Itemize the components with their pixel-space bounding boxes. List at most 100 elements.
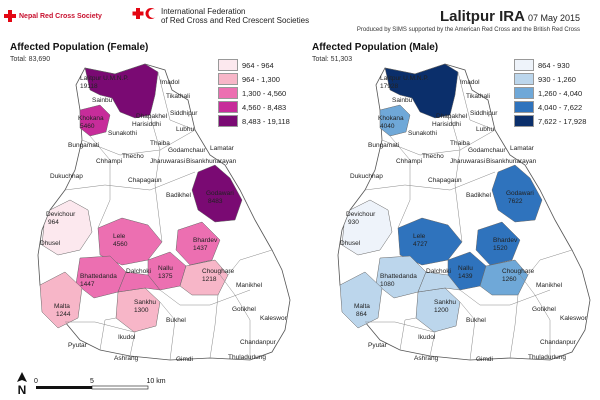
- female-place-label-harisiddhi: Harisiddhi: [132, 121, 161, 128]
- female-vdc-godawari: [191, 164, 243, 223]
- male-place-label-manikhel: Manikhel: [536, 282, 563, 289]
- legend-swatch: [218, 59, 238, 71]
- male-place-label-bhardev: Bhardev: [493, 237, 518, 244]
- female-value-label-khokana: 5460: [80, 123, 95, 130]
- legend-item: 864 - 930: [514, 58, 594, 72]
- legend-item: 930 - 1,260: [514, 72, 594, 86]
- org1-name: Nepal Red Cross Society: [19, 12, 102, 20]
- legend-label: 1,300 - 4,560: [242, 88, 287, 98]
- female-vdc-dalchoki: [117, 271, 161, 293]
- male-place-label-dhapakhel: Dhapakhel: [436, 113, 468, 120]
- org2-line1: International Federation: [161, 7, 246, 16]
- female-place-label-bisankhunarayan: Bisankhunarayan: [186, 158, 237, 165]
- male-place-label-sainbu: Sainbu: [392, 97, 413, 104]
- male-place-label-harisiddhi: Harisiddhi: [432, 121, 461, 128]
- male-place-label-choughare: Choughare: [502, 268, 535, 275]
- male-place-label-lamatar: Lamatar: [510, 145, 535, 152]
- female-place-label-manikhel: Manikhel: [236, 282, 263, 289]
- female-vdc-boundary: [157, 71, 196, 131]
- female-place-label-sankhu: Sankhu: [134, 299, 156, 306]
- female-place-label-godamchaur: Godamchaur: [168, 147, 206, 154]
- legend-item: 4,560 - 8,483: [218, 100, 298, 114]
- male-value-label-devichour: 930: [348, 219, 359, 226]
- male-vdc-boundary: [429, 331, 436, 357]
- legend-swatch: [514, 73, 534, 85]
- male-place-label-sankhu: Sankhu: [434, 299, 456, 306]
- male-vdc-boundary: [399, 317, 417, 351]
- male-vdc-boundary: [381, 129, 496, 156]
- male-total: Total: 51,303: [312, 56, 353, 63]
- male-place-label-lalitpur: Lalitpur U.M.N.P.: [380, 75, 429, 82]
- male-place-label-tikathali: Tikathali: [466, 93, 490, 100]
- female-value-label-sankhu: 1300: [134, 307, 149, 314]
- north-label: N: [18, 383, 27, 397]
- female-place-label-kaleswor: Kaleswor: [260, 315, 288, 322]
- female-place-label-chandanpur: Chandanpur: [240, 339, 277, 346]
- female-vdc-boundary: [65, 321, 135, 333]
- female-vdc-boundary: [129, 331, 136, 357]
- male-place-label-pyutar: Pyutar: [368, 342, 388, 349]
- male-value-label-malta: 864: [356, 311, 367, 318]
- female-place-label-chapagaun: Chapagaun: [128, 177, 162, 184]
- male-place-label-nallu: Nallu: [458, 265, 473, 272]
- male-place-label-godawari: Godawari: [506, 190, 534, 197]
- male-vdc-lalitpur: [384, 63, 459, 119]
- female-place-label-sunakothi: Sunakothi: [108, 130, 137, 137]
- female-value-label-malta: 1244: [56, 311, 71, 318]
- title-text: Lalitpur IRA: [439, 8, 525, 25]
- legend-item: 7,622 - 17,928: [514, 114, 594, 128]
- female-place-label-devichour: Devichour: [46, 211, 76, 218]
- male-vdc-godawari: [491, 164, 543, 223]
- female-value-label-devichour: 964: [48, 219, 59, 226]
- female-place-label-choughare: Choughare: [202, 268, 235, 275]
- male-value-label-bhattedanda: 1080: [380, 281, 395, 288]
- legend-swatch: [218, 73, 238, 85]
- female-vdc-boundary: [149, 114, 163, 243]
- male-vdc-boundary: [449, 114, 463, 243]
- male-place-label-badikhel: Badikhel: [466, 192, 491, 199]
- legend-label: 7,622 - 17,928: [538, 116, 587, 126]
- male-vdc-boundary: [459, 289, 551, 306]
- female-place-label-lamatar: Lamatar: [210, 145, 235, 152]
- male-place-label-devichour: Devichour: [346, 211, 376, 218]
- female-place-label-chhampi: Chhampi: [96, 158, 122, 165]
- map-title: Lalitpur IRA 07 May 2015: [440, 8, 580, 25]
- legend-label: 4,040 - 7,622: [538, 102, 583, 112]
- ifrc-logo: International Federation of Red Cross an…: [132, 7, 309, 25]
- male-place-label-lubhu: Lubhu: [476, 126, 494, 133]
- male-place-label-chhampi: Chhampi: [396, 158, 422, 165]
- legend-item: 4,040 - 7,622: [514, 100, 594, 114]
- female-value-label-lele: 4560: [113, 241, 128, 248]
- male-value-label-bhardev: 1520: [493, 245, 508, 252]
- male-place-label-bungamati: Bungamati: [368, 142, 399, 149]
- female-place-label-lubhu: Lubhu: [176, 126, 194, 133]
- male-vdc-khokana: [379, 104, 411, 137]
- male-value-label-nallu: 1439: [458, 273, 473, 280]
- male-place-label-bukhel: Bukhel: [466, 317, 486, 324]
- male-place-label-ashrang: Ashrang: [414, 355, 439, 362]
- female-place-label-jharuwarasi: Jharuwarasi: [150, 158, 185, 165]
- female-place-label-lalitpur: Lalitpur U.M.N.P.: [80, 75, 129, 82]
- male-place-label-gimdi: Gimdi: [476, 356, 493, 363]
- female-place-label-ikudol: Ikudol: [118, 334, 136, 341]
- female-vdc-boundary: [81, 129, 196, 156]
- female-place-label-tikathali: Tikathali: [166, 93, 190, 100]
- female-total: Total: 83,690: [10, 56, 51, 63]
- male-value-label-lele: 4727: [413, 241, 428, 248]
- scale-tick-0: 0: [34, 378, 38, 385]
- male-place-label-jharuwarasi: Jharuwarasi: [450, 158, 485, 165]
- female-place-label-bhattedanda: Bhattedanda: [80, 273, 117, 280]
- legend-label: 8,483 - 19,118: [242, 116, 290, 126]
- credit-line: Produced by SIMS supported by the Americ…: [356, 27, 580, 33]
- female-place-label-imadol: Imadol: [160, 79, 180, 86]
- male-map: Lalitpur U.M.N.P.17928 Imadol Sainbu Tikath…: [337, 63, 591, 363]
- female-value-label-bhardev: 1437: [193, 245, 208, 252]
- legend-item: 8,483 - 19,118: [218, 114, 298, 128]
- female-vdc-devichour: [41, 199, 93, 256]
- female-place-label-thecho: Thecho: [122, 153, 144, 160]
- male-vdc-malta: [339, 271, 383, 329]
- female-place-label-bungamati: Bungamati: [68, 142, 99, 149]
- title-date: 07 May 2015: [527, 13, 580, 23]
- male-value-label-choughare: 1260: [502, 276, 517, 283]
- header: Nepal Red Cross Society International Fe…: [0, 0, 600, 38]
